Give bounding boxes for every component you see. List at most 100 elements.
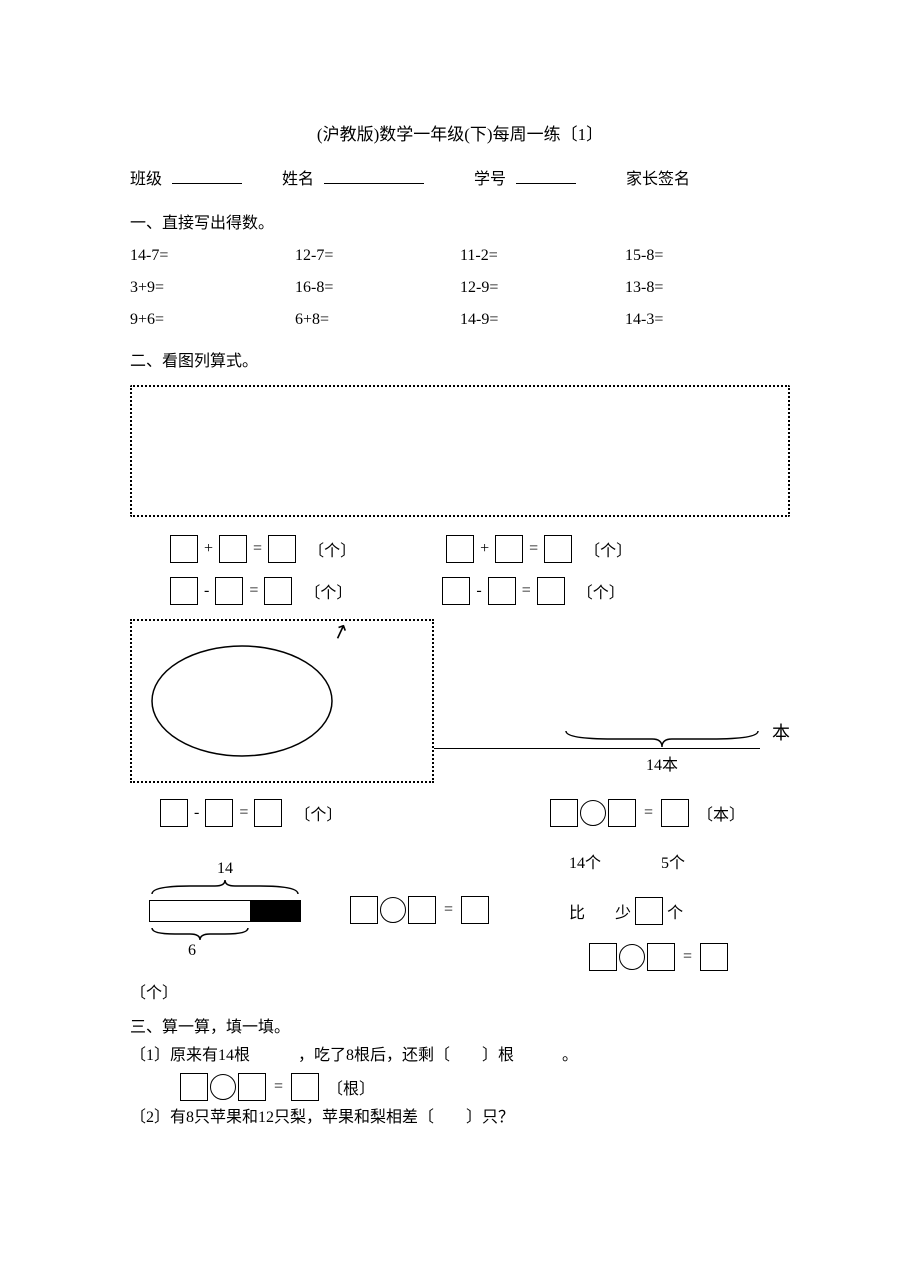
compare-shao: 少 — [615, 899, 631, 923]
arith-cell[interactable]: 13-8= — [625, 279, 790, 297]
answer-box[interactable] — [238, 1073, 266, 1101]
section3-heading: 三、算一算，填一填。 — [130, 1013, 790, 1037]
sign-label: 家长签名 — [626, 165, 690, 189]
class-blank[interactable] — [172, 165, 242, 184]
brace-label-6: 6 — [150, 942, 320, 960]
arith-cell[interactable]: 12-9= — [460, 279, 625, 297]
answer-box[interactable] — [180, 1073, 208, 1101]
equation: = — [589, 943, 790, 971]
arith-cell[interactable]: 3+9= — [130, 279, 295, 297]
top-brace: 14 — [130, 860, 320, 896]
answer-box[interactable] — [495, 535, 523, 563]
arith-grid: 14-7= 12-7= 11-2= 15-8= 3+9= 16-8= 12-9=… — [130, 247, 790, 329]
answer-box[interactable] — [254, 799, 282, 827]
answer-box[interactable] — [215, 577, 243, 605]
op-plus: + — [204, 540, 213, 558]
equation: + = 〔个〕 — [446, 535, 632, 563]
oval-icon — [132, 621, 432, 781]
equation: = — [350, 896, 489, 924]
answer-box[interactable] — [170, 535, 198, 563]
answer-box[interactable] — [635, 897, 663, 925]
brace-right-area: 本 14本 — [444, 623, 790, 783]
op-minus: - — [194, 804, 199, 822]
id-label: 学号 — [474, 165, 506, 189]
answer-box[interactable] — [647, 943, 675, 971]
answer-box[interactable] — [461, 896, 489, 924]
bar-shape — [149, 900, 301, 922]
op-plus: + — [480, 540, 489, 558]
oval-dotted-box: ↗ — [130, 619, 434, 783]
answer-box[interactable] — [544, 535, 572, 563]
unit-ben-label: 本 — [772, 719, 790, 745]
equation: - = 〔个〕 — [170, 577, 352, 605]
unit-ge: 〔个〕 — [577, 579, 625, 603]
arith-cell[interactable]: 14-9= — [460, 311, 625, 329]
equation: = 〔本〕 — [550, 799, 790, 827]
operator-circle[interactable] — [580, 800, 606, 826]
answer-box[interactable] — [350, 896, 378, 924]
bottom-brace: 6 — [130, 926, 320, 960]
unit-ge: 〔个〕 — [294, 801, 342, 825]
id-blank[interactable] — [516, 165, 576, 184]
info-row: 班级 姓名 学号 家长签名 — [130, 165, 790, 189]
operator-circle[interactable] — [210, 1074, 236, 1100]
arith-cell[interactable]: 14-3= — [625, 311, 790, 329]
answer-box[interactable] — [488, 577, 516, 605]
arith-cell[interactable]: 15-8= — [625, 247, 790, 265]
answer-box[interactable] — [550, 799, 578, 827]
unit-ge: 〔个〕 — [308, 537, 356, 561]
answer-box[interactable] — [700, 943, 728, 971]
answer-box[interactable] — [408, 896, 436, 924]
answer-box[interactable] — [608, 799, 636, 827]
figure-row-2: ↗ 本 14本 — [130, 619, 790, 783]
answer-box[interactable] — [291, 1073, 319, 1101]
answer-box[interactable] — [661, 799, 689, 827]
figure-box-1 — [130, 385, 790, 517]
arith-cell[interactable]: 16-8= — [295, 279, 460, 297]
answer-box[interactable] — [537, 577, 565, 605]
arith-cell[interactable]: 12-7= — [295, 247, 460, 265]
answer-box[interactable] — [160, 799, 188, 827]
op-eq: = — [522, 582, 531, 600]
answer-box[interactable] — [446, 535, 474, 563]
op-eq: = — [274, 1078, 283, 1096]
bar-black — [250, 901, 300, 921]
name-label: 姓名 — [282, 165, 314, 189]
compare-ge: 个 — [667, 899, 683, 923]
section3: 三、算一算，填一填。 〔1〕原来有14根 ，吃了8根后，还剩〔 〕根 。 = 〔… — [130, 1013, 790, 1131]
unit-ben: 〔本〕 — [697, 801, 745, 825]
op-eq: = — [253, 540, 262, 558]
question-2: 〔2〕有8只苹果和12只梨，苹果和梨相差〔 〕只？ — [130, 1105, 790, 1131]
answer-box[interactable] — [205, 799, 233, 827]
answer-box[interactable] — [589, 943, 617, 971]
equation: + = 〔个〕 — [170, 535, 356, 563]
operator-circle[interactable] — [380, 897, 406, 923]
unit-ge: 〔个〕 — [584, 537, 632, 561]
equation-row-2: - = 〔个〕 - = 〔个〕 — [170, 577, 790, 605]
question-1: 〔1〕原来有14根 ，吃了8根后，还剩〔 〕根 。 — [130, 1043, 790, 1069]
answer-box[interactable] — [264, 577, 292, 605]
equation: - = 〔个〕 — [442, 577, 624, 605]
arith-cell[interactable]: 6+8= — [295, 311, 460, 329]
count-5ge: 5个 — [661, 849, 685, 873]
name-blank[interactable] — [324, 165, 424, 184]
op-eq: = — [529, 540, 538, 558]
equation: = 〔根〕 — [180, 1073, 375, 1101]
bar-diagram-row: 14 6 = 14 个 — [130, 849, 790, 971]
class-label: 班级 — [130, 165, 162, 189]
op-minus: - — [476, 582, 481, 600]
op-eq: = — [683, 948, 692, 966]
compare-column: 14个 5个 比 少 个 = — [489, 849, 790, 971]
arith-cell[interactable]: 14-7= — [130, 247, 295, 265]
brace-label-14: 14 — [130, 860, 320, 878]
bar-diagram: 14 6 — [130, 860, 320, 960]
arith-cell[interactable]: 11-2= — [460, 247, 625, 265]
answer-box[interactable] — [442, 577, 470, 605]
arith-cell[interactable]: 9+6= — [130, 311, 295, 329]
operator-circle[interactable] — [619, 944, 645, 970]
answer-box[interactable] — [219, 535, 247, 563]
op-eq: = — [644, 804, 653, 822]
op-eq: = — [444, 901, 453, 919]
answer-box[interactable] — [268, 535, 296, 563]
answer-box[interactable] — [170, 577, 198, 605]
